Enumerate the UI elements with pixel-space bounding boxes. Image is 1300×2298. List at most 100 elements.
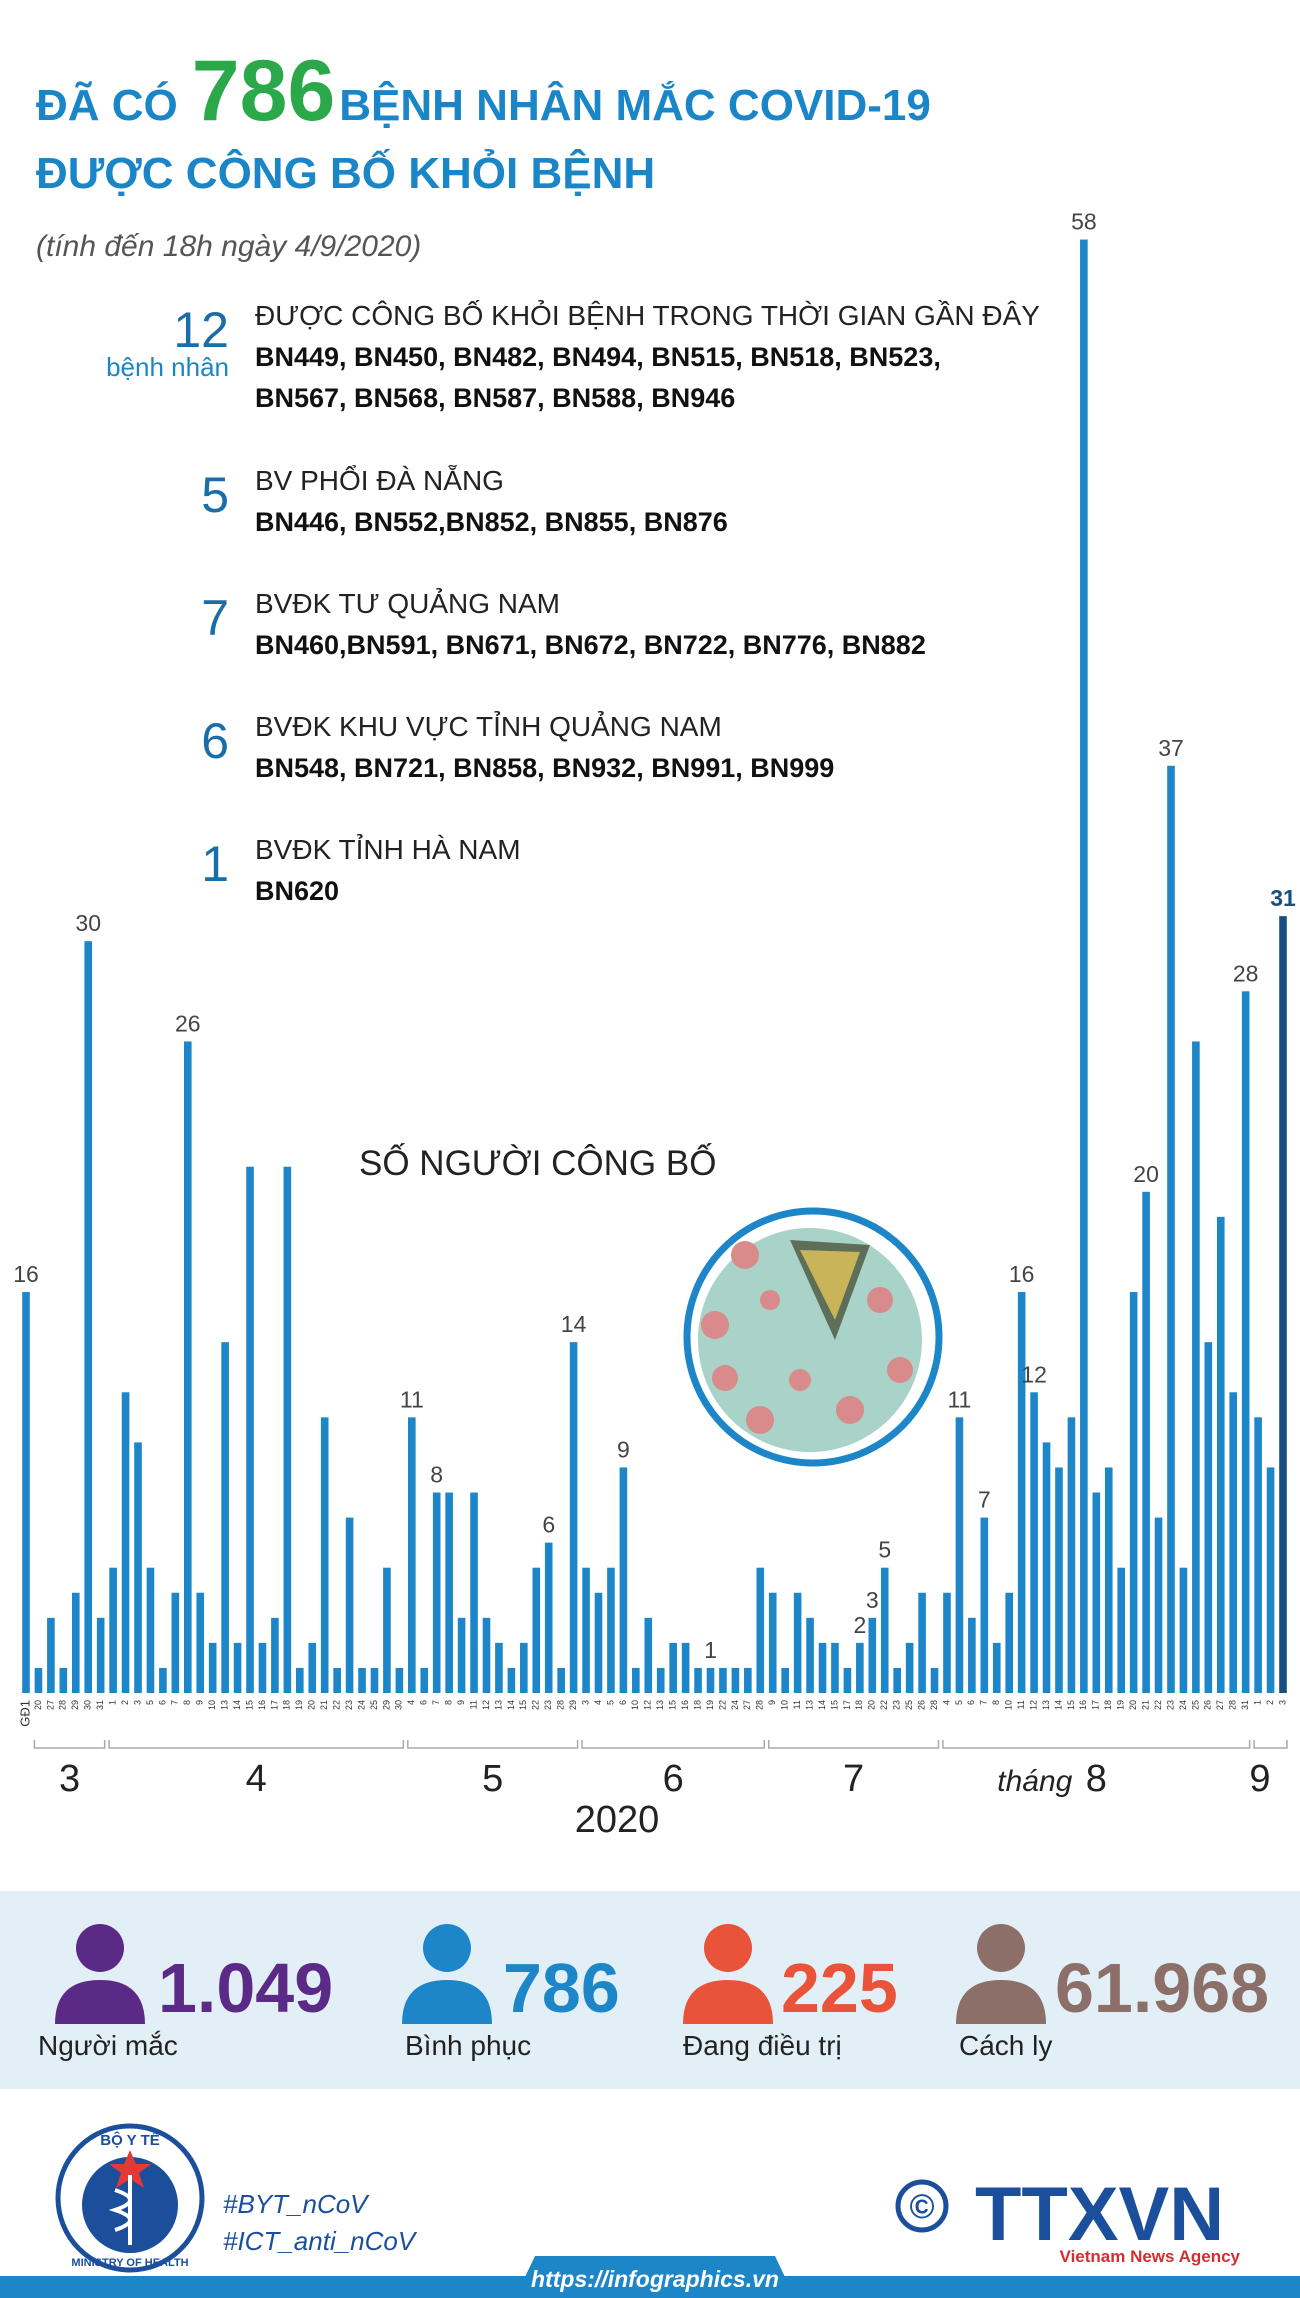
value-label: 7 bbox=[978, 1487, 991, 1513]
bar bbox=[1216, 1216, 1225, 1693]
x-tick-label: 15 bbox=[244, 1700, 254, 1710]
bar bbox=[383, 1567, 391, 1693]
group-count: 1 bbox=[201, 836, 229, 892]
x-tick-label: 13 bbox=[655, 1700, 665, 1710]
x-tick-label: 18 bbox=[1103, 1700, 1113, 1710]
x-tick-label: 23 bbox=[1165, 1700, 1175, 1710]
person-icon-head bbox=[977, 1924, 1025, 1972]
month-bracket bbox=[942, 1740, 1251, 1749]
ministry-name-en: MINISTRY OF HEALTH bbox=[71, 2257, 188, 2269]
bar bbox=[1154, 1517, 1163, 1693]
x-tick-label: 24 bbox=[1178, 1700, 1188, 1710]
value-label: 3 bbox=[866, 1587, 879, 1613]
bar bbox=[1167, 765, 1175, 1693]
bar bbox=[395, 1667, 404, 1693]
bar bbox=[183, 1041, 192, 1693]
title-rest: BỆNH NHÂN MẮC COVID-19 bbox=[339, 80, 931, 130]
x-tick-label: 22 bbox=[332, 1700, 342, 1710]
bar bbox=[968, 1617, 976, 1693]
x-tick-label: 20 bbox=[1128, 1700, 1138, 1710]
x-tick-label: 5 bbox=[954, 1700, 964, 1705]
bar bbox=[943, 1592, 951, 1693]
bar bbox=[856, 1642, 864, 1693]
bar bbox=[818, 1642, 827, 1693]
value-label: 2 bbox=[853, 1612, 866, 1638]
x-tick-label: 10 bbox=[780, 1700, 790, 1710]
value-label: 11 bbox=[400, 1386, 424, 1412]
x-tick-label: 9 bbox=[767, 1700, 777, 1705]
bar bbox=[557, 1667, 565, 1693]
x-tick-label: 20 bbox=[307, 1700, 317, 1710]
x-tick-label: 25 bbox=[369, 1700, 379, 1710]
bar bbox=[420, 1667, 429, 1693]
month-label: 6 bbox=[663, 1758, 684, 1800]
value-label: 9 bbox=[617, 1436, 630, 1462]
month-prefix: tháng bbox=[997, 1765, 1072, 1798]
x-tick-label: 3 bbox=[1277, 1700, 1287, 1705]
value-label: 26 bbox=[175, 1010, 201, 1036]
bar bbox=[768, 1592, 777, 1693]
bar bbox=[1030, 1392, 1038, 1693]
person-icon-body bbox=[956, 1980, 1046, 2024]
bar bbox=[1142, 1191, 1150, 1693]
x-tick-label: 6 bbox=[419, 1700, 429, 1705]
bar bbox=[134, 1442, 142, 1693]
value-label: 58 bbox=[1071, 209, 1097, 235]
x-tick-label: 17 bbox=[842, 1700, 852, 1710]
bar bbox=[507, 1667, 516, 1693]
value-label: 30 bbox=[75, 910, 101, 936]
group-patients: BN567, BN568, BN587, BN588, BN946 bbox=[255, 383, 735, 413]
month-bracket bbox=[407, 1740, 579, 1749]
stat-label: Cách ly bbox=[959, 2030, 1052, 2061]
x-tick-label: 15 bbox=[668, 1700, 678, 1710]
stat-value: 1.049 bbox=[158, 1949, 333, 2027]
year-label: 2020 bbox=[575, 1799, 660, 1841]
x-tick-label: 11 bbox=[468, 1700, 478, 1709]
bar bbox=[992, 1642, 1001, 1693]
bar bbox=[607, 1567, 615, 1693]
month-label: 9 bbox=[1249, 1758, 1270, 1800]
x-tick-label: 19 bbox=[294, 1700, 304, 1710]
x-tick-label: 13 bbox=[1041, 1700, 1051, 1710]
bar bbox=[221, 1342, 229, 1693]
hashtag: #ICT_anti_nCoV bbox=[223, 2226, 418, 2256]
agency-logo: TTXVN bbox=[975, 2172, 1224, 2257]
x-tick-label: 11 bbox=[1016, 1700, 1026, 1709]
x-tick-label: 20 bbox=[867, 1700, 877, 1710]
x-tick-label: 1 bbox=[107, 1700, 117, 1705]
copyright: © bbox=[909, 2188, 934, 2226]
bar bbox=[1179, 1567, 1188, 1693]
month-label: 4 bbox=[246, 1758, 267, 1800]
x-tick-label: 2 bbox=[120, 1700, 130, 1705]
x-tick-label: 27 bbox=[1215, 1700, 1225, 1710]
person-icon-head bbox=[704, 1924, 752, 1972]
bar bbox=[569, 1342, 578, 1693]
x-tick-label: 10 bbox=[630, 1700, 640, 1710]
x-tick-label: 17 bbox=[1091, 1700, 1101, 1710]
bar bbox=[47, 1617, 55, 1693]
x-tick-label: 9 bbox=[195, 1700, 205, 1705]
bar bbox=[34, 1667, 43, 1693]
bar bbox=[831, 1642, 839, 1693]
x-tick-label: 16 bbox=[1078, 1700, 1088, 1710]
stat-label: Đang điều trị bbox=[683, 2030, 842, 2061]
title: ĐÃ CÓ 786BỆNH NHÂN MẮC COVID-19 bbox=[36, 43, 931, 139]
x-tick-label: 9 bbox=[456, 1700, 466, 1705]
url-tab bbox=[515, 2256, 795, 2298]
bar bbox=[619, 1467, 628, 1693]
x-tick-label: 16 bbox=[257, 1700, 267, 1710]
x-tick-label: 24 bbox=[730, 1700, 740, 1710]
bar bbox=[632, 1667, 640, 1693]
x-tick-label: 30 bbox=[83, 1700, 93, 1710]
month-bracket bbox=[767, 1740, 940, 1749]
bar bbox=[793, 1592, 802, 1693]
x-tick-label: 6 bbox=[618, 1700, 628, 1705]
group-count: 6 bbox=[201, 713, 229, 769]
bar bbox=[171, 1592, 180, 1693]
x-tick-label: 6 bbox=[157, 1700, 167, 1705]
x-tick-label: 25 bbox=[904, 1700, 914, 1710]
x-tick-label: 28 bbox=[929, 1700, 939, 1710]
bar bbox=[980, 1517, 989, 1693]
person-icon-head bbox=[423, 1924, 471, 1972]
